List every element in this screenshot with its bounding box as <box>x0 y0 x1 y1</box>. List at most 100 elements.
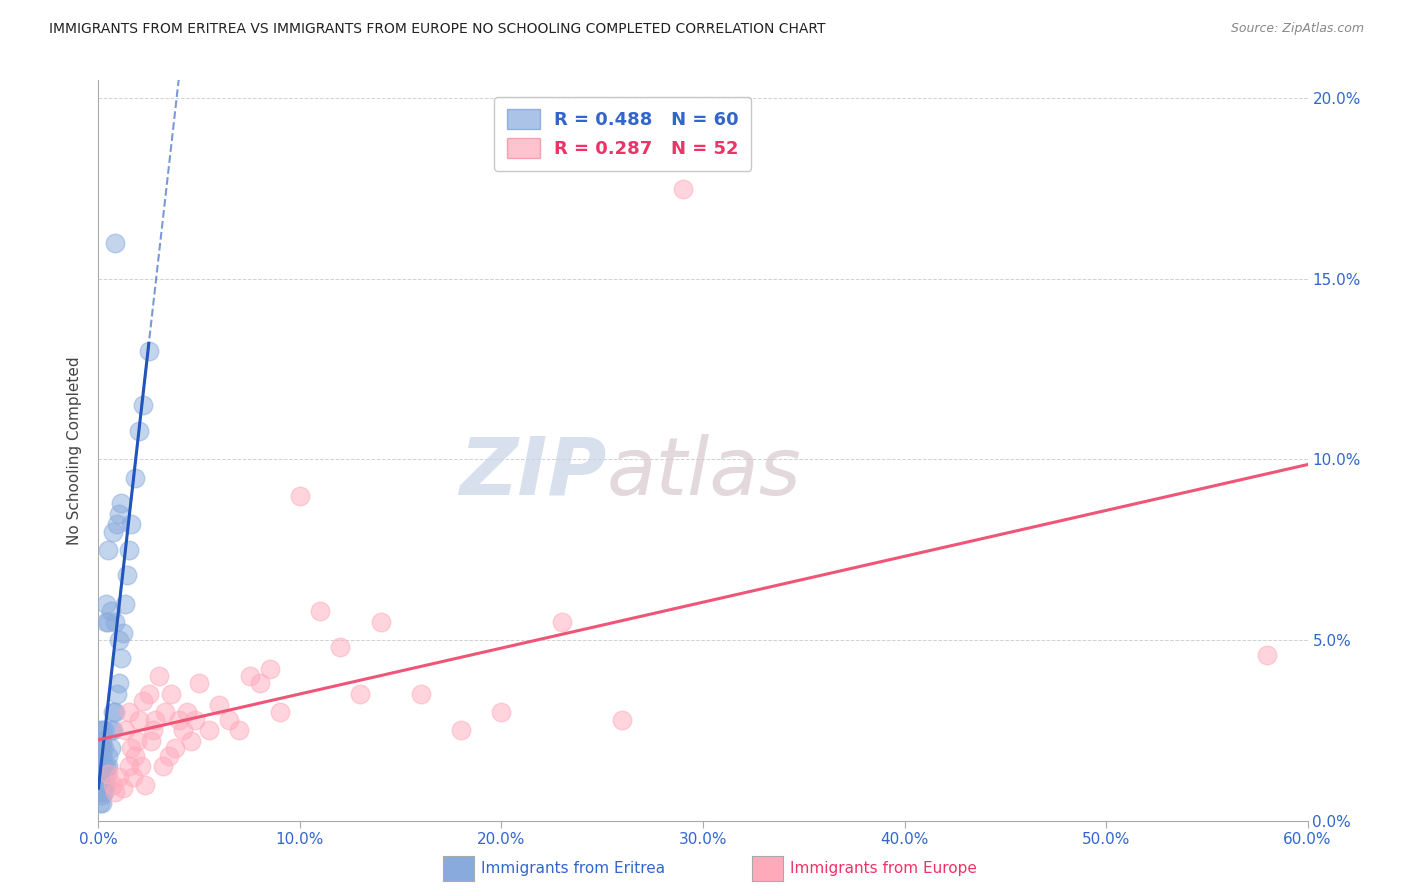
Point <box>89 734 111 748</box>
Point <box>93 766 115 780</box>
Point <box>132 694 155 708</box>
Text: Immigrants from Europe: Immigrants from Europe <box>790 862 977 876</box>
Point <box>97 759 120 773</box>
Point <box>91 748 114 763</box>
Legend: R = 0.488   N = 60, R = 0.287   N = 52: R = 0.488 N = 60, R = 0.287 N = 52 <box>495 96 751 170</box>
Point <box>329 640 352 655</box>
Point <box>152 759 174 773</box>
Point <box>114 597 136 611</box>
Point <box>91 759 114 773</box>
Point <box>107 770 129 784</box>
Point <box>139 734 162 748</box>
Point <box>198 723 221 738</box>
Point <box>148 669 170 683</box>
Point <box>96 778 118 792</box>
Point <box>118 542 141 557</box>
Point <box>105 517 128 532</box>
Point <box>100 741 122 756</box>
Point <box>107 633 129 648</box>
Point <box>125 734 148 748</box>
Point <box>128 713 150 727</box>
Point <box>134 778 156 792</box>
Point <box>110 651 132 665</box>
Point <box>100 723 122 738</box>
Y-axis label: No Schooling Completed: No Schooling Completed <box>67 356 83 545</box>
Text: atlas: atlas <box>606 434 801 512</box>
Point <box>259 662 281 676</box>
Point <box>672 181 695 195</box>
Text: Immigrants from Eritrea: Immigrants from Eritrea <box>481 862 665 876</box>
Point <box>111 781 134 796</box>
Point <box>89 796 111 810</box>
Point <box>249 676 271 690</box>
Point <box>107 507 129 521</box>
Point <box>1256 648 1278 662</box>
Point <box>93 785 115 799</box>
Point <box>349 687 371 701</box>
Point <box>101 524 124 539</box>
Point <box>153 706 176 720</box>
Point <box>93 759 115 773</box>
Point <box>89 759 111 773</box>
Point <box>93 778 115 792</box>
Point <box>89 785 111 799</box>
Point <box>120 517 142 532</box>
Point <box>93 741 115 756</box>
Point <box>124 470 146 484</box>
Point <box>491 706 513 720</box>
Point <box>91 781 114 796</box>
Point <box>91 723 114 738</box>
Point <box>176 706 198 720</box>
Point <box>188 676 211 690</box>
Point <box>239 669 262 683</box>
Point <box>612 713 634 727</box>
Point <box>118 706 141 720</box>
Point <box>143 713 166 727</box>
Point <box>93 723 115 738</box>
Point <box>103 706 125 720</box>
Point <box>89 741 111 756</box>
Text: Source: ZipAtlas.com: Source: ZipAtlas.com <box>1230 22 1364 36</box>
Point <box>208 698 231 712</box>
Point <box>160 687 183 701</box>
Point <box>111 625 134 640</box>
Point <box>96 597 118 611</box>
Point <box>309 604 332 618</box>
Point <box>89 770 111 784</box>
Point <box>180 734 202 748</box>
Point <box>218 713 240 727</box>
Point <box>96 766 118 780</box>
Point <box>551 615 574 629</box>
Text: ZIP: ZIP <box>458 434 606 512</box>
Point <box>91 773 114 788</box>
Point <box>138 344 160 359</box>
Point <box>409 687 432 701</box>
Point <box>105 687 128 701</box>
Point <box>103 785 125 799</box>
Point <box>89 778 111 792</box>
Point <box>91 796 114 810</box>
Point <box>167 713 190 727</box>
Point <box>91 741 114 756</box>
Point <box>288 489 311 503</box>
Point <box>370 615 392 629</box>
Point <box>132 398 155 412</box>
Point <box>89 766 111 780</box>
Point <box>91 734 114 748</box>
Point <box>228 723 250 738</box>
Point <box>89 723 111 738</box>
Point <box>96 759 118 773</box>
Point <box>107 676 129 690</box>
Point <box>184 713 207 727</box>
Point <box>269 706 291 720</box>
Point <box>101 778 124 792</box>
Point <box>138 687 160 701</box>
Point <box>114 723 136 738</box>
Point <box>97 542 120 557</box>
Point <box>97 748 120 763</box>
Point <box>128 424 150 438</box>
Point <box>172 723 194 738</box>
Point <box>118 759 141 773</box>
Point <box>157 748 180 763</box>
Point <box>91 789 114 803</box>
